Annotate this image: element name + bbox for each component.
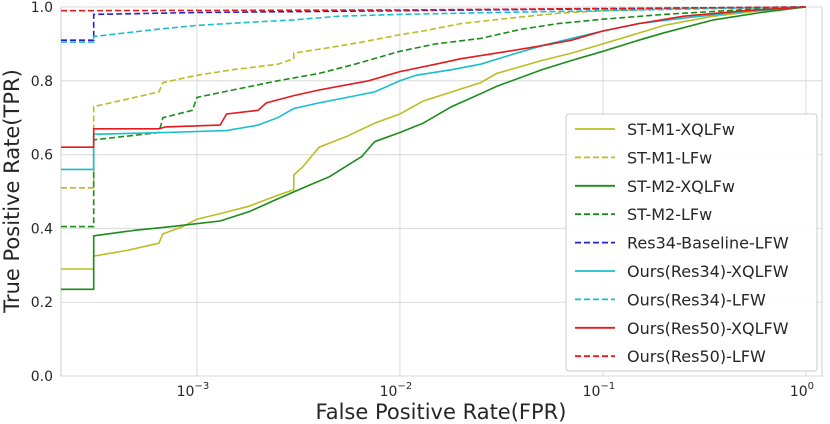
x-tick-label: 10−1: [583, 381, 616, 400]
series-line-ours-res50-lfw: [60, 6, 806, 12]
x-tick-mantissa: 10: [583, 384, 601, 400]
x-axis-title: False Positive Rate(FPR): [316, 400, 567, 424]
y-axis-title: True Positive Rate(TPR): [0, 69, 24, 314]
series-line-ours-res34-lfw: [61, 6, 806, 43]
y-tick-label: 0.6: [31, 148, 53, 164]
y-tick-label: 0.4: [31, 221, 53, 237]
legend-label-res34-baseline-lfw: Res34-Baseline-LFW: [627, 234, 789, 253]
series-line-st-m1-lfw: [61, 6, 806, 189]
x-tick-label: 10−3: [177, 381, 210, 400]
tick-labels: 0.00.20.40.60.81.010−3 10−2 10−1 100: [31, 0, 814, 400]
series-line-st-m1-xqlfw: [61, 6, 806, 270]
series-line-st-m2-lfw: [61, 6, 806, 228]
series-line-st-m2-xqlfw: [61, 6, 806, 291]
y-tick-label: 0.2: [31, 295, 53, 311]
x-tick-exponent: −2: [397, 381, 412, 392]
y-tick-label: 0.8: [31, 74, 53, 90]
legend-label-st-m1-lfw: ST-M1-LFw: [627, 148, 712, 167]
legend-label-ours-res50-lfw: Ours(Res50)-LFW: [627, 347, 766, 366]
legend-label-st-m1-xqlfw: ST-M1-XQLFw: [627, 120, 735, 139]
x-tick-mantissa: 10: [177, 384, 195, 400]
series-group: [60, 6, 806, 291]
x-tick-exponent: −1: [600, 381, 615, 392]
x-tick-label: 100: [790, 381, 814, 400]
series-line-ours-res50-xqlfw: [61, 6, 806, 148]
x-tick-label: 10−2: [380, 381, 413, 400]
legend-label-ours-res34-xqlfw: Ours(Res34)-XQLFW: [627, 262, 789, 281]
legend-label-ours-res34-lfw: Ours(Res34)-LFW: [627, 290, 766, 309]
legend-box: [565, 113, 818, 372]
y-tick-label: 1.0: [31, 0, 53, 16]
y-tick-label: 0.0: [31, 369, 53, 385]
legend-label-ours-res50-xqlfw: Ours(Res50)-XQLFW: [627, 319, 789, 338]
x-tick-mantissa: 10: [790, 384, 808, 400]
x-tick-mantissa: 10: [380, 384, 398, 400]
legend-label-st-m2-xqlfw: ST-M2-XQLFw: [627, 177, 735, 196]
legend: ST-M1-XQLFw ST-M1-LFw ST-M2-XQLFw ST-M2-LFw…: [565, 113, 818, 372]
x-tick-exponent: 0: [808, 381, 814, 392]
legend-label-st-m2-lfw: ST-M2-LFw: [627, 205, 712, 224]
x-tick-exponent: −3: [194, 381, 209, 392]
legend-entries: ST-M1-XQLFw ST-M1-LFw ST-M2-XQLFw ST-M2-LFw…: [575, 120, 789, 366]
